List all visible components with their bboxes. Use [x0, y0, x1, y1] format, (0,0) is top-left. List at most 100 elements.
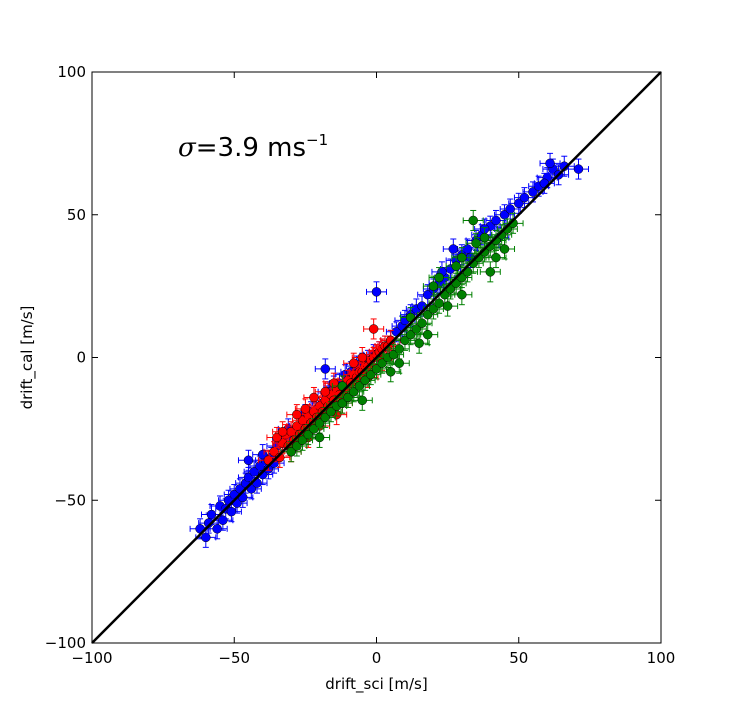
point-marker — [314, 432, 325, 443]
point-marker — [385, 367, 396, 377]
point-marker — [499, 244, 510, 254]
data-point — [237, 449, 259, 471]
point-marker — [422, 309, 433, 320]
data-point — [292, 409, 314, 431]
x-tick-label: 0 — [372, 649, 382, 667]
point-marker — [394, 358, 405, 368]
data-point — [380, 361, 402, 383]
point-marker — [405, 329, 416, 340]
data-point — [394, 309, 416, 331]
point-marker — [448, 244, 459, 254]
data-point — [297, 424, 319, 446]
data-point — [408, 332, 430, 354]
point-marker — [434, 298, 444, 309]
data-point — [314, 358, 336, 380]
data-point — [388, 352, 410, 374]
point-marker — [218, 515, 228, 525]
point-marker — [360, 375, 370, 386]
y-tick-label: 0 — [76, 349, 86, 367]
point-marker — [292, 409, 302, 420]
data-point — [272, 421, 294, 443]
y-axis-label: drift_cal [m/s] — [18, 306, 37, 410]
data-point — [411, 312, 433, 334]
data-point — [479, 261, 501, 283]
data-point — [462, 252, 484, 274]
data-point — [309, 426, 331, 448]
point-marker — [292, 441, 302, 451]
point-marker — [300, 404, 311, 414]
point-marker — [286, 446, 296, 457]
data-point — [494, 238, 516, 260]
point-marker — [206, 509, 217, 520]
point-marker — [348, 387, 359, 397]
point-marker — [326, 406, 336, 417]
point-marker — [377, 358, 387, 368]
point-marker — [545, 158, 555, 169]
point-marker — [368, 324, 379, 334]
point-marker — [428, 281, 439, 291]
point-marker — [329, 378, 339, 388]
annotation-sigma: σ — [178, 133, 197, 163]
data-point — [465, 232, 487, 254]
point-marker — [491, 215, 501, 226]
y-tick-label: −50 — [54, 491, 86, 509]
data-point — [309, 412, 331, 434]
data-point — [508, 192, 530, 214]
point-marker — [417, 318, 427, 328]
data-point — [499, 198, 521, 220]
annotation-text: =3.9 ms — [196, 133, 306, 163]
reference-line — [91, 71, 662, 644]
point-marker — [303, 429, 313, 440]
point-marker — [519, 192, 530, 203]
data-point — [351, 347, 373, 368]
data-point — [363, 318, 385, 340]
point-marker — [388, 349, 399, 360]
data-point — [286, 404, 308, 426]
point-marker — [573, 164, 584, 174]
data-point — [494, 204, 516, 226]
point-marker — [320, 364, 331, 374]
data-point — [522, 181, 544, 203]
data-point — [314, 381, 336, 403]
data-point — [343, 352, 365, 374]
data-point — [314, 406, 336, 428]
data-point — [294, 398, 316, 420]
point-marker — [348, 358, 359, 368]
point-marker — [320, 387, 331, 397]
data-point — [323, 372, 345, 394]
data-point — [360, 364, 382, 386]
point-marker — [457, 289, 467, 300]
x-axis-label: drift_sci [m/s] — [325, 675, 427, 694]
point-marker — [485, 267, 496, 277]
y-tick-label: 50 — [67, 206, 86, 224]
point-marker — [309, 392, 319, 403]
y-tick-label: 100 — [57, 63, 86, 81]
x-tick-label: −50 — [218, 649, 250, 667]
point-marker — [451, 261, 461, 271]
x-tick-label: 100 — [647, 649, 676, 667]
point-marker — [491, 252, 501, 263]
point-marker — [243, 455, 254, 466]
point-marker — [226, 506, 237, 517]
point-marker — [422, 289, 433, 300]
annotation-sup: −1 — [306, 131, 328, 149]
data-point — [266, 426, 288, 448]
point-marker — [297, 435, 308, 446]
point-marker — [212, 524, 222, 534]
data-point — [437, 295, 459, 317]
point-marker — [257, 449, 268, 460]
point-marker — [371, 287, 382, 297]
data-point — [366, 281, 387, 303]
annotation: σ=3.9 ms−1 — [178, 131, 328, 163]
point-marker — [309, 424, 319, 434]
point-marker — [479, 232, 490, 243]
y-tick-label: −100 — [45, 634, 86, 652]
data-point — [206, 518, 228, 540]
point-marker — [337, 398, 348, 408]
axis-ticks: −100−100 −50 −50 0 0 50 50 100 100 — [45, 63, 676, 667]
data-point — [422, 275, 444, 297]
point-marker — [457, 252, 467, 263]
point-marker — [514, 198, 524, 209]
data-point — [388, 338, 410, 360]
